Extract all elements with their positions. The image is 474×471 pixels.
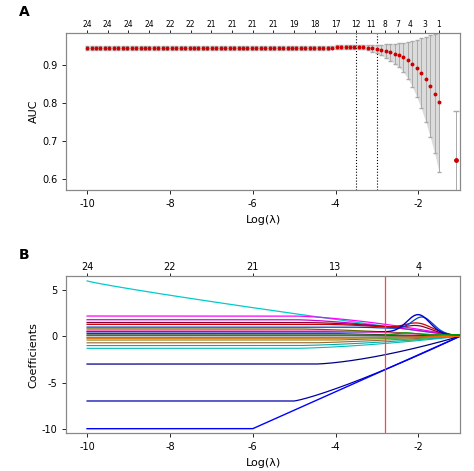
- X-axis label: Log(λ): Log(λ): [246, 458, 281, 468]
- X-axis label: Log(λ): Log(λ): [246, 215, 281, 225]
- Y-axis label: AUC: AUC: [29, 100, 39, 123]
- Text: B: B: [19, 248, 30, 262]
- Text: A: A: [19, 5, 30, 19]
- Y-axis label: Coefficients: Coefficients: [29, 322, 39, 388]
